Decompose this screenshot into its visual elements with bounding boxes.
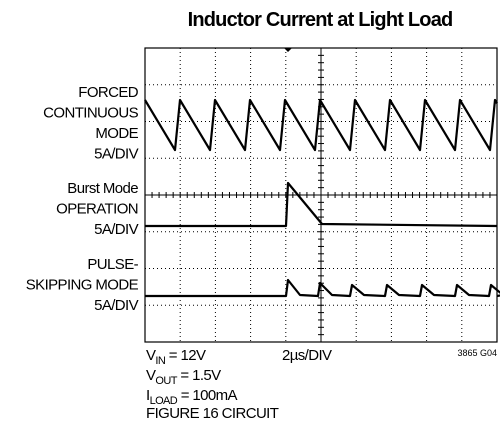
scope-screen [145, 48, 500, 342]
condition: FIGURE 16 CIRCUIT [146, 405, 279, 422]
trace-label: OPERATION [56, 201, 138, 218]
trace-pulse-skipping [145, 280, 500, 296]
scope-figure: Inductor Current at Light Load FORCED CON… [0, 0, 500, 428]
trace-labels: FORCED CONTINUOUS MODE 5A/DIV Burst Mode OPER… [26, 84, 139, 314]
trace-label: SKIPPING MODE [26, 277, 139, 294]
trace-label: 5A/DIV [94, 146, 139, 163]
trace-label: PULSE- [87, 256, 138, 273]
trace-label: CONTINUOUS [43, 105, 138, 122]
trace-label: FORCED [78, 84, 139, 101]
trace-label: 5A/DIV [94, 297, 139, 314]
trigger-marker [284, 48, 292, 52]
condition: VIN = 12V [146, 347, 206, 367]
condition: ILOAD = 100mA [146, 387, 238, 407]
conditions: VIN = 12V VOUT = 1.5V ILOAD = 100mA FIGU… [146, 347, 279, 422]
trace-label: Burst Mode [67, 180, 138, 197]
trace-label: MODE [95, 125, 138, 142]
figure-id: 3865 G04 [457, 348, 497, 358]
condition: VOUT = 1.5V [146, 367, 221, 387]
figure-title: Inductor Current at Light Load [188, 9, 453, 31]
timebase: 2µs/DIV [282, 347, 332, 364]
trace-label: 5A/DIV [94, 221, 139, 238]
